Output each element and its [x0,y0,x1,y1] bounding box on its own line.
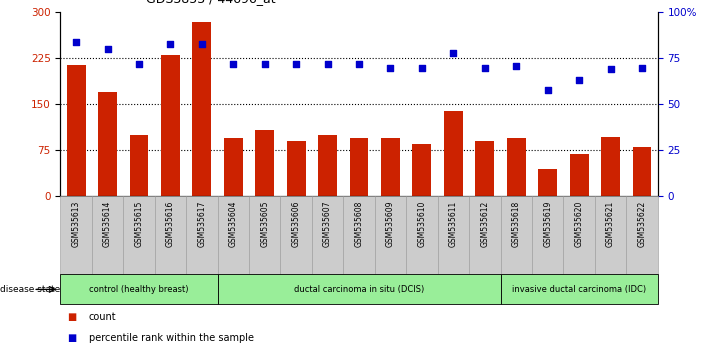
Bar [67,64,85,196]
Bar [476,141,494,196]
Point [636,65,648,70]
Point [448,50,459,56]
Point [605,67,616,72]
Text: disease state: disease state [0,285,60,294]
Text: GSM535621: GSM535621 [606,200,615,247]
Bar [570,154,589,196]
Bar [60,196,92,274]
Point [259,61,270,67]
Text: GSM535611: GSM535611 [449,200,458,247]
Bar [92,196,123,274]
Text: GSM535613: GSM535613 [72,200,80,247]
Bar [444,110,463,196]
Bar [186,196,218,274]
Text: control (healthy breast): control (healthy breast) [90,285,188,294]
Text: percentile rank within the sample: percentile rank within the sample [89,332,254,343]
Bar [224,138,242,196]
Point [291,61,302,67]
Text: GSM535606: GSM535606 [292,200,301,247]
Text: GSM535622: GSM535622 [638,200,646,247]
Bar [532,196,563,274]
Text: GSM535612: GSM535612 [481,200,489,247]
Text: GSM535619: GSM535619 [543,200,552,247]
Bar [343,196,375,274]
Bar [381,138,400,196]
Text: GSM535617: GSM535617 [198,200,206,247]
Bar [507,138,525,196]
Text: GSM535620: GSM535620 [574,200,584,247]
Point [510,63,522,69]
Text: GSM535609: GSM535609 [386,200,395,247]
Text: GSM535618: GSM535618 [512,200,520,247]
Bar [438,196,469,274]
Point [385,65,396,70]
Bar [633,147,651,196]
Bar [249,196,280,274]
Bar [218,196,249,274]
Text: GSM535614: GSM535614 [103,200,112,247]
Point [70,39,82,45]
Bar [501,196,532,274]
Text: GSM535604: GSM535604 [229,200,237,247]
Point [542,87,553,92]
Bar [193,22,211,196]
Bar [129,135,149,196]
Bar [218,274,501,304]
Bar [98,92,117,196]
Bar [375,196,406,274]
Bar [350,138,368,196]
Point [573,78,584,83]
Bar [406,196,438,274]
Bar [412,144,432,196]
Bar [280,196,312,274]
Bar [595,196,626,274]
Point [165,41,176,46]
Text: GSM535615: GSM535615 [134,200,144,247]
Bar [469,196,501,274]
Bar [601,137,620,196]
Point [102,46,113,52]
Bar [123,196,155,274]
Bar [563,196,595,274]
Text: GSM535607: GSM535607 [323,200,332,247]
Text: count: count [89,312,117,322]
Bar [287,141,306,196]
Bar [538,169,557,196]
Text: GSM535610: GSM535610 [417,200,427,247]
Text: GSM535608: GSM535608 [355,200,363,247]
Bar [161,55,180,196]
Point [228,61,239,67]
Point [196,41,208,46]
Bar [255,130,274,196]
Point [479,65,491,70]
Bar [60,274,218,304]
Text: ■: ■ [68,312,77,322]
Text: invasive ductal carcinoma (IDC): invasive ductal carcinoma (IDC) [512,285,646,294]
Bar [626,196,658,274]
Bar [155,196,186,274]
Bar [312,196,343,274]
Text: GDS3853 / 44696_at: GDS3853 / 44696_at [146,0,275,5]
Point [134,61,145,67]
Text: GSM535616: GSM535616 [166,200,175,247]
Bar [501,274,658,304]
Text: GSM535605: GSM535605 [260,200,269,247]
Text: ductal carcinoma in situ (DCIS): ductal carcinoma in situ (DCIS) [294,285,424,294]
Point [416,65,427,70]
Bar [319,135,337,196]
Text: ■: ■ [68,332,77,343]
Point [322,61,333,67]
Point [353,61,365,67]
